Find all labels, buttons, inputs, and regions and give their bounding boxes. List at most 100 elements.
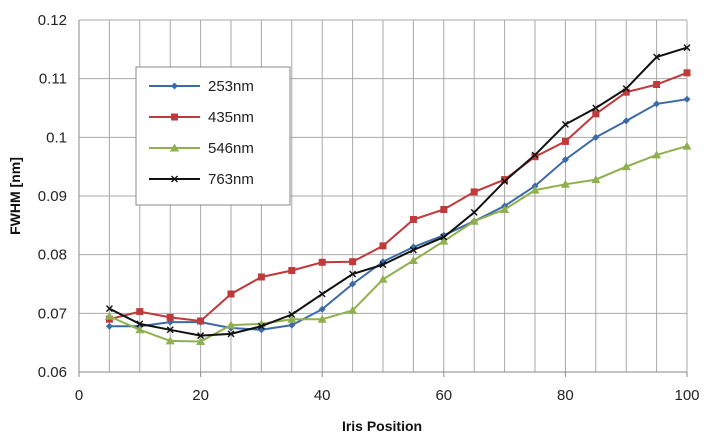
data-point-435nm	[379, 242, 387, 250]
data-point-763nm	[531, 151, 539, 159]
data-point-546nm	[469, 216, 479, 225]
data-point-546nm	[560, 179, 570, 188]
data-point-253nm	[653, 100, 661, 108]
y-tick-label: 0.06	[38, 364, 67, 381]
legend-item-546nm: 546nm	[149, 140, 254, 157]
data-point-253nm	[105, 322, 113, 330]
data-point-546nm	[439, 236, 449, 245]
legend-label: 546nm	[208, 140, 254, 157]
data-point-253nm	[318, 305, 326, 313]
data-point-435nm	[653, 81, 661, 89]
data-point-435nm	[227, 290, 235, 298]
data-point-435nm	[683, 69, 691, 77]
data-point-435nm	[592, 110, 600, 118]
data-point-763nm	[470, 208, 478, 216]
data-point-763nm	[561, 120, 569, 128]
data-point-763nm	[592, 104, 600, 112]
data-point-253nm	[349, 280, 357, 288]
data-point-546nm	[135, 325, 145, 334]
data-point-546nm	[317, 314, 327, 323]
legend: 253nm 435nm 546nm 763nm	[135, 66, 291, 206]
x-axis-title: Iris Position	[342, 418, 422, 434]
data-point-435nm	[531, 153, 539, 161]
data-point-763nm	[166, 326, 174, 334]
data-point-253nm	[683, 95, 691, 103]
data-point-546nm	[348, 305, 358, 314]
x-tick-label: 80	[557, 387, 574, 404]
series-lines	[104, 44, 692, 345]
data-point-546nm	[500, 204, 510, 213]
axes	[78, 20, 688, 377]
data-point-763nm	[349, 270, 357, 278]
data-point-546nm	[591, 175, 601, 184]
data-point-546nm	[530, 185, 540, 194]
legend-marker	[171, 175, 178, 183]
y-tick-label: 0.07	[38, 305, 67, 322]
legend-item-435nm: 435nm	[149, 109, 254, 126]
data-point-435nm	[349, 258, 357, 266]
data-point-435nm	[622, 88, 630, 96]
y-tick-label: 0.08	[38, 247, 67, 264]
y-tick-label: 0.09	[38, 188, 67, 205]
data-point-763nm	[440, 233, 448, 241]
legend-box	[135, 66, 291, 206]
y-tick-label: 0.12	[38, 12, 67, 29]
data-point-763nm	[622, 85, 630, 93]
data-point-253nm	[622, 117, 630, 125]
x-tick-label: 20	[192, 387, 209, 404]
data-point-546nm	[287, 314, 297, 323]
data-point-546nm	[378, 274, 388, 283]
data-point-435nm	[197, 317, 205, 325]
data-point-763nm	[501, 177, 509, 185]
data-point-435nm	[257, 273, 265, 281]
x-tick-label: 40	[314, 387, 331, 404]
data-point-435nm	[409, 215, 417, 223]
series-line-763nm	[108, 46, 688, 337]
data-point-763nm	[136, 320, 144, 328]
series-line-546nm	[108, 145, 688, 343]
legend-marker	[170, 143, 179, 152]
legend-label: 253nm	[208, 78, 254, 95]
x-tick-label: 100	[674, 387, 699, 404]
data-point-546nm	[408, 256, 418, 265]
x-tick-label: 0	[75, 387, 83, 404]
series-763nm	[105, 44, 691, 340]
data-point-435nm	[470, 188, 478, 196]
data-point-435nm	[136, 308, 144, 316]
legend-label: 435nm	[208, 109, 254, 126]
data-point-763nm	[288, 311, 296, 319]
data-point-763nm	[379, 261, 387, 269]
data-point-546nm	[682, 141, 692, 150]
data-point-546nm	[621, 162, 631, 171]
data-point-546nm	[196, 336, 206, 345]
y-tick-label: 0.1	[46, 129, 67, 146]
data-point-763nm	[105, 305, 113, 313]
data-point-435nm	[561, 137, 569, 145]
series-546nm	[104, 141, 692, 345]
legend-label: 763nm	[208, 171, 254, 188]
data-point-763nm	[409, 246, 417, 254]
data-point-253nm	[288, 321, 296, 329]
data-point-763nm	[318, 290, 326, 298]
legend-marker	[171, 113, 178, 121]
data-point-546nm	[652, 150, 662, 159]
series-line-435nm	[109, 71, 688, 323]
y-axis-title: FWHM [nm]	[7, 157, 23, 235]
data-point-546nm	[226, 320, 236, 329]
legend-item-763nm: 763nm	[149, 171, 254, 188]
data-point-435nm	[440, 205, 448, 213]
data-point-763nm	[683, 44, 691, 52]
data-point-253nm	[592, 133, 600, 141]
data-point-763nm	[227, 330, 235, 338]
data-point-435nm	[288, 267, 296, 275]
data-point-763nm	[257, 322, 265, 330]
data-point-546nm	[165, 336, 175, 345]
data-point-435nm	[166, 313, 174, 321]
legend-item-253nm: 253nm	[149, 78, 254, 95]
data-point-253nm	[561, 156, 569, 164]
data-point-763nm	[197, 332, 205, 340]
legend-marker	[171, 82, 178, 90]
tick-labels: 0 20 40 60 80 100 0.06 0.07 0.08 0.09 0.1 0.11 0.12	[38, 12, 700, 404]
x-tick-label: 60	[435, 387, 452, 404]
